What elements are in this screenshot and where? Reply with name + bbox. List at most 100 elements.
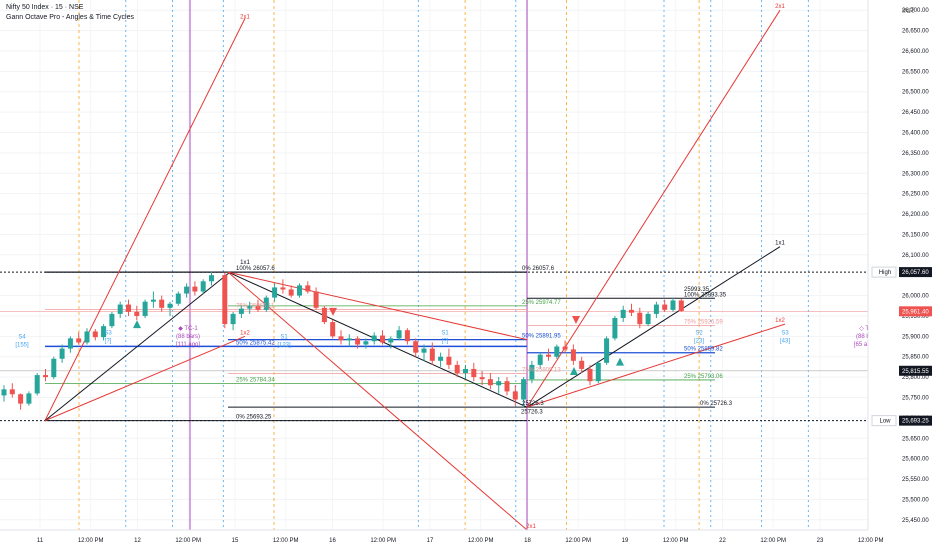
candle-body[interactable] [330,322,336,337]
candle-body[interactable] [512,391,518,400]
price-badge[interactable] [899,415,932,426]
candle-body[interactable] [438,356,444,361]
candle-body[interactable] [272,287,278,298]
candle-body[interactable] [479,377,485,380]
candle-body[interactable] [496,381,502,386]
candle-body[interactable] [1,389,7,396]
candles-layer[interactable] [1,271,684,410]
candle-body[interactable] [429,348,435,361]
candle-body[interactable] [604,338,610,363]
candle-body[interactable] [117,304,123,314]
candle-body[interactable] [167,303,173,308]
candle-body[interactable] [51,358,57,378]
candle-body[interactable] [546,354,551,357]
candle-body[interactable] [200,281,206,292]
candle-body[interactable] [595,362,601,382]
candle-body[interactable] [645,313,651,325]
candle-body[interactable] [421,348,427,353]
candle-body[interactable] [92,331,98,338]
candle-body[interactable] [209,275,214,282]
candle-body[interactable] [612,318,618,339]
candle-body[interactable] [554,346,560,357]
candle-body[interactable] [9,389,15,395]
candle-body[interactable] [662,304,668,310]
level-label: 25% 25784.34 [236,377,275,383]
candle-body[interactable] [109,313,115,327]
candle-body[interactable] [388,338,394,343]
indicator-title[interactable]: Gann Octave Pro - Angles & Time Cycles [6,14,134,21]
time-axis[interactable]: 11 12:00 PM 12 12:00 PM 15 12:00 PM 16 12:00 PM… [0,529,884,544]
candle-body[interactable] [562,346,568,350]
candle-body[interactable] [43,375,48,378]
candle-body[interactable] [84,331,90,343]
candle-body[interactable] [101,326,107,338]
price-axis[interactable]: 26,700.00 26,650.00 26,600.00 26,550.00 26,5… [867,0,932,550]
y-tick-label: 25,600.00 [902,457,929,463]
octave-levels-layer [0,271,868,422]
candle-body[interactable] [446,356,452,365]
candle-body[interactable] [670,300,676,310]
candle-body[interactable] [142,301,148,316]
candle-body[interactable] [363,341,369,345]
candle-body[interactable] [321,307,327,323]
candle-body[interactable] [192,286,198,292]
candle-body[interactable] [463,368,468,374]
y-tick-label: 25,800.00 [902,375,929,381]
candle-body[interactable] [653,304,659,314]
candle-body[interactable] [346,338,352,341]
candle-body[interactable] [134,311,140,316]
candle-body[interactable] [471,368,477,378]
candle-body[interactable] [587,368,593,382]
candle-body[interactable] [26,393,32,404]
candle-body[interactable] [18,394,24,404]
candle-body[interactable] [59,348,65,359]
candle-body[interactable] [454,364,460,374]
candle-body[interactable] [34,375,40,394]
candle-body[interactable] [126,304,131,312]
price-badge[interactable] [899,306,932,317]
candle-body[interactable] [620,309,626,318]
gann-angle-line [44,335,246,422]
level-label: 100% 25993.35 [684,292,727,298]
candle-body[interactable] [159,299,165,308]
candle-body[interactable] [184,286,190,294]
candle-body[interactable] [297,285,302,296]
candle-body[interactable] [355,338,361,345]
candle-body[interactable] [247,305,253,309]
candle-body[interactable] [263,297,269,310]
price-badge[interactable] [899,267,932,278]
candle-body[interactable] [404,330,410,342]
price-badge[interactable] [899,365,932,376]
candle-body[interactable] [529,364,535,380]
candle-body[interactable] [238,308,244,314]
price-badge-label: 25,693.25 [902,419,929,425]
candle-body[interactable] [280,287,286,290]
candle-body[interactable] [313,291,319,308]
candle-body[interactable] [637,312,643,325]
chart-symbol-title[interactable]: Nifty 50 Index · 15 · NSE [6,4,84,11]
candle-body[interactable] [338,336,344,341]
candle-body[interactable] [537,354,543,365]
candle-body[interactable] [396,330,402,339]
candle-body[interactable] [504,381,510,392]
candle-body[interactable] [67,338,73,349]
candle-body[interactable] [487,379,493,386]
candle-body[interactable] [629,309,634,313]
level-label: 75% 25926.59 [684,320,723,326]
candle-body[interactable] [255,305,261,310]
candle-body[interactable] [305,285,311,292]
candle-body[interactable] [230,313,236,325]
candle-body[interactable] [222,275,228,325]
candle-body[interactable] [175,293,181,304]
candle-body[interactable] [570,349,576,361]
candle-body[interactable] [413,341,419,353]
candle-body[interactable] [371,335,377,342]
candle-body[interactable] [150,299,156,302]
candle-body[interactable] [76,338,82,343]
candle-body[interactable] [678,300,684,312]
candle-body[interactable] [288,289,294,296]
candle-body[interactable] [579,360,585,369]
candle-body[interactable] [521,379,527,400]
candle-body[interactable] [380,335,385,343]
